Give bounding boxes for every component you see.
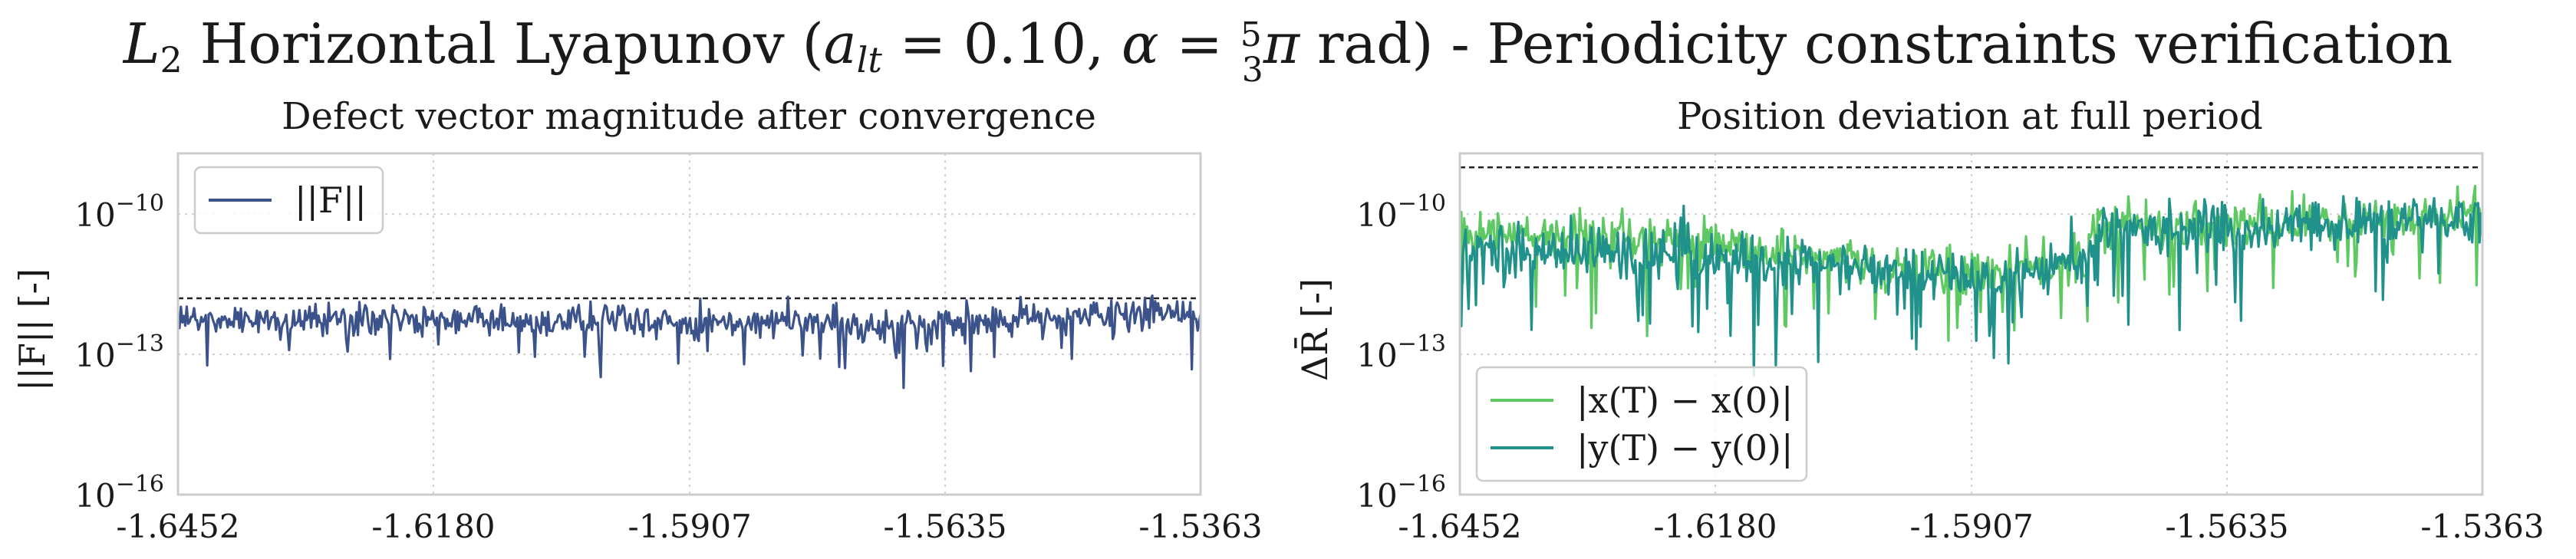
title-eq1: = 0.10,: [882, 12, 1122, 76]
y-axis-label: ||F|| [-]: [12, 268, 53, 391]
axes-frame: [176, 152, 1202, 496]
title-a-sub: lt: [857, 39, 883, 81]
chart-defect-magnitude: Defect vector magnitude after convergenc…: [12, 95, 1263, 545]
title-a: a: [824, 12, 857, 76]
chart-title: Position deviation at full period: [1677, 95, 2263, 138]
legend-label: |x(T) − x(0)|: [1576, 380, 1793, 421]
y-tick-exponent: −13: [1398, 330, 1446, 357]
legend-label: ||F||: [295, 179, 367, 221]
y-tick-label: 10−16: [1356, 471, 1446, 515]
y-tick-label: 10−16: [74, 471, 164, 515]
chart-position-deviation: Position deviation at full period -1.645…: [1293, 95, 2545, 545]
legend-box: [193, 166, 384, 235]
y-tick-exponent: −10: [116, 190, 164, 217]
x-tick-label: -1.5635: [883, 508, 1006, 545]
title-mid: Horizontal Lyapunov (: [183, 12, 824, 76]
y-tick-base: 10: [1356, 477, 1397, 515]
y-tick-exponent: −13: [116, 330, 164, 357]
y-tick-label: 10−13: [74, 330, 164, 374]
figure-title: L2 Horizontal Lyapunov (alt = 0.10, α = …: [122, 12, 2453, 90]
series-line: [1458, 195, 2484, 377]
x-tick-label: -1.5363: [1138, 508, 1262, 545]
y-axis-label: ΔR̄ [-]: [1293, 278, 1336, 381]
x-tick-label: -1.6452: [1398, 508, 1521, 545]
title-frac-num: 5: [1240, 15, 1262, 54]
x-axis-ticks: -1.6452 -1.6180 -1.5907 -1.5635 -1.5363: [116, 508, 1262, 545]
y-tick-base: 10: [74, 337, 115, 374]
title-l2: L: [122, 12, 160, 76]
title-pi: π: [1263, 12, 1301, 76]
legend: ||F||: [193, 166, 384, 235]
y-tick-exponent: −16: [1398, 471, 1446, 498]
series-line: [176, 294, 1202, 390]
y-tick-base: 10: [74, 196, 115, 234]
x-tick-label: -1.5635: [2165, 508, 2288, 545]
x-axis-ticks: -1.6452 -1.6180 -1.5907 -1.5635 -1.5363: [1398, 508, 2544, 545]
y-tick-exponent: −16: [116, 471, 164, 498]
title-alpha: α: [1122, 12, 1159, 76]
axes-frame: [1458, 152, 2484, 496]
y-tick-label: 10−13: [1356, 330, 1446, 374]
x-tick-label: -1.6180: [371, 508, 495, 545]
legend-box: [1475, 366, 1808, 482]
title-eq2: =: [1159, 12, 1240, 76]
legend-label: |y(T) − y(0)|: [1576, 427, 1794, 469]
y-tick-base: 10: [1356, 337, 1397, 374]
x-tick-label: -1.6180: [1653, 508, 1777, 545]
x-tick-label: -1.5907: [628, 508, 752, 545]
legend: |x(T) − x(0)| |y(T) − y(0)|: [1475, 366, 1808, 482]
x-tick-label: -1.5907: [1910, 508, 2034, 545]
plot-area: [176, 294, 1202, 390]
x-tick-label: -1.6452: [116, 508, 239, 545]
y-tick-base: 10: [1356, 196, 1397, 234]
y-tick-exponent: −10: [1398, 190, 1446, 217]
chart-title: Defect vector magnitude after convergenc…: [282, 95, 1096, 138]
title-frac-den: 3: [1242, 51, 1263, 90]
grid: [178, 153, 1201, 495]
title-tail: rad) - Periodicity constraints verificat…: [1300, 12, 2452, 76]
y-tick-label: 10−10: [1356, 190, 1446, 234]
plot-area: [1458, 185, 2484, 377]
y-tick-label: 10−10: [74, 190, 164, 234]
title-l2-sub: 2: [160, 39, 183, 81]
y-tick-base: 10: [74, 477, 115, 515]
x-tick-label: -1.5363: [2420, 508, 2544, 545]
